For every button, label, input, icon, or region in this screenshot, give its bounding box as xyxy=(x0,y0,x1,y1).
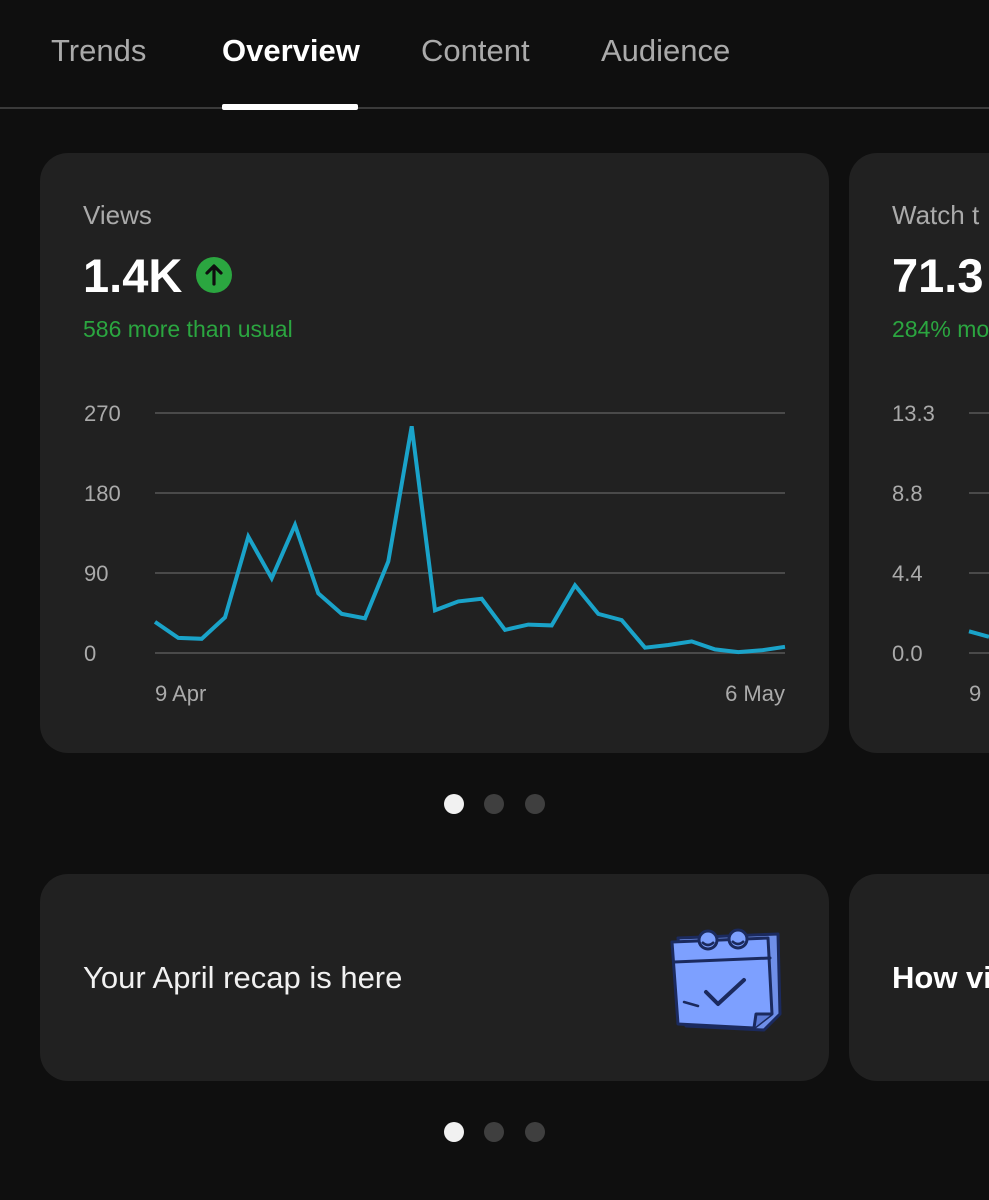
views-card[interactable]: Views 1.4K 586 more than usual 270 180 90 0… xyxy=(40,153,829,753)
next-insight-title: How vi xyxy=(892,960,989,995)
pager-dot[interactable] xyxy=(444,794,464,814)
metric-pager xyxy=(444,794,546,816)
pager-dot[interactable] xyxy=(525,794,545,814)
y-tick-label: 13.3 xyxy=(892,401,935,426)
pager-dot[interactable] xyxy=(444,1122,464,1142)
watch-time-chart: 13.3 8.8 4.4 0.0 9 xyxy=(892,401,989,706)
tab-divider xyxy=(0,107,989,109)
y-tick-label: 90 xyxy=(84,561,108,586)
views-series-line xyxy=(153,425,786,655)
watch-time-series-line xyxy=(968,629,989,639)
pager-dot[interactable] xyxy=(525,1122,545,1142)
y-tick-label: 4.4 xyxy=(892,561,923,586)
watch-time-value: 71.3 xyxy=(892,249,984,302)
y-tick-label: 0.0 xyxy=(892,641,923,666)
active-tab-indicator xyxy=(222,104,358,110)
tab-audience[interactable]: Audience xyxy=(601,33,731,68)
tab-bar: Trends Overview Content Audience xyxy=(0,0,989,110)
y-tick-label: 270 xyxy=(84,401,121,426)
watch-time-label: Watch t xyxy=(892,200,980,230)
views-comparison: 586 more than usual xyxy=(83,316,293,342)
insight-pager xyxy=(444,1122,546,1144)
y-tick-label: 0 xyxy=(84,641,96,666)
views-value: 1.4K xyxy=(83,249,183,302)
x-tick-label: 9 Apr xyxy=(155,681,206,706)
y-tick-label: 8.8 xyxy=(892,481,923,506)
y-tick-label: 180 xyxy=(84,481,121,506)
recap-card[interactable]: Your April recap is here xyxy=(40,874,829,1081)
tab-trends[interactable]: Trends xyxy=(51,33,147,68)
watch-time-card[interactable]: Watch t 71.3 284% mo 13.3 8.8 4.4 0.0 9 xyxy=(849,153,989,753)
views-chart: 270 180 90 0 9 Apr 6 May xyxy=(84,401,786,706)
tab-content[interactable]: Content xyxy=(421,33,530,68)
next-insight-card[interactable]: How vi xyxy=(849,874,989,1081)
pager-dot[interactable] xyxy=(484,1122,504,1142)
tab-overview[interactable]: Overview xyxy=(222,33,360,68)
calendar-check-icon xyxy=(670,928,782,1032)
pager-dot[interactable] xyxy=(484,794,504,814)
arrow-up-circle-icon xyxy=(196,257,232,293)
watch-time-comparison: 284% mo xyxy=(892,316,989,342)
views-label: Views xyxy=(83,200,152,230)
recap-title: Your April recap is here xyxy=(83,960,403,995)
x-tick-label: 6 May xyxy=(725,681,785,706)
x-tick-label: 9 xyxy=(969,681,981,706)
